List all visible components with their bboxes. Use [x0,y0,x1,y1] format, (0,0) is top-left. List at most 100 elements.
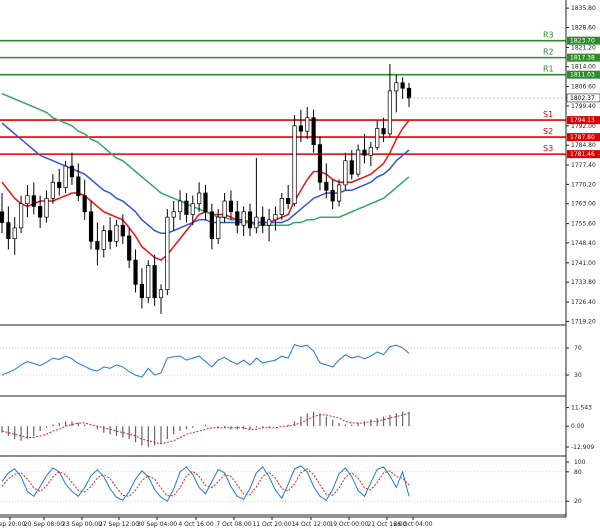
candle-body [279,197,284,215]
candle-body [190,203,195,215]
candle [44,190,49,223]
candle [216,209,221,245]
candle-body [298,125,303,132]
level-name-s2: S2 [543,127,553,136]
candle [152,254,157,306]
candle [279,192,284,220]
level-name-r1: R1 [543,65,554,74]
time-tick-label: 23 Sep 00:00 [62,521,102,528]
candle [158,284,164,314]
macd-panel [0,411,566,457]
price-tick-label: 1726.40 [571,299,596,306]
price-tick-label: 1792.00 [571,123,596,130]
stoch-tick-label: 80 [574,469,582,476]
candle-body [368,146,373,156]
macd-tick-label: -12.909 [571,444,594,451]
candle [57,168,62,196]
candle [394,74,399,113]
candle [298,109,303,142]
candle-body [343,160,348,186]
candle [247,203,253,236]
level-price-label: 1823.70 [570,38,595,45]
current-price-label: 1802.37 [570,95,595,102]
candle-body [197,192,202,205]
candle-body [101,230,106,250]
candle [88,201,94,250]
level-price-label: 1787.80 [570,134,595,141]
time-tick-label: 30 Sep 04:00 [137,521,177,528]
price-tick-label: 1763.00 [571,201,596,208]
candle [139,268,145,309]
time-tick-label: 14 Oct 12:00 [291,521,330,528]
level-price-tag [567,36,600,45]
candle-body [165,216,170,291]
candle-body [18,203,24,229]
level-price-label: 1811.03 [570,72,595,79]
candle [184,192,189,223]
candle [305,107,310,140]
candle [266,209,272,242]
candle-body [273,214,278,221]
candle [368,141,373,167]
candle-body [209,211,214,239]
level-name-r3: R3 [543,31,554,40]
candle [260,206,265,234]
candle [349,149,354,180]
candle-body [362,149,367,156]
candle-body [324,181,329,191]
candle [63,160,68,193]
candle-body [127,235,132,261]
candle [0,192,5,234]
candle-body [0,211,5,223]
candle-body [311,117,316,145]
level-price-label: 1817.38 [570,55,595,62]
candle-body [108,230,113,242]
stoch-d-line [1,468,410,497]
candle-body [177,200,183,213]
candle [50,174,55,204]
candle [165,209,170,296]
macd-tick-label: 11.543 [571,405,592,412]
candle [209,203,214,250]
rsi-tick-label: 70 [574,345,582,352]
candle [82,179,87,220]
candle [273,206,278,231]
price-tick-label: 1806.60 [571,84,596,91]
candle-body [216,216,221,239]
level-price-tag [567,70,600,79]
candle [146,260,151,304]
candle-body [305,117,310,132]
candle-body [139,283,145,299]
candle-body [50,181,55,199]
candle [375,120,380,150]
price-tick-label: 1821.20 [571,44,596,51]
candle-body [260,216,265,226]
candle [31,182,36,215]
candle [114,219,119,247]
price-tick-label: 1719.20 [571,318,596,325]
candle [228,190,234,220]
time-tick-label: Sep 20:00 [0,521,25,528]
time-tick-label: 21 Oct 16:00 [367,521,406,528]
level-name-s3: S3 [543,144,553,153]
candle [127,227,132,269]
candle-body [184,200,189,215]
level-name-s1: S1 [543,110,553,119]
candle [343,152,348,191]
candle [203,184,208,220]
level-price-tag [567,53,600,62]
candle-body [31,195,36,207]
candle-body [44,197,49,218]
candle-body [330,189,335,202]
time-tick-label: 19 Oct 00:00 [329,521,368,528]
candle [197,182,202,212]
candle [133,249,138,293]
current-price-tag [566,93,600,103]
candle-body [254,216,259,229]
stoch-k-line [1,465,410,502]
candle [18,195,24,234]
candle-body [349,160,354,175]
candle [336,179,342,207]
candle [76,163,81,202]
